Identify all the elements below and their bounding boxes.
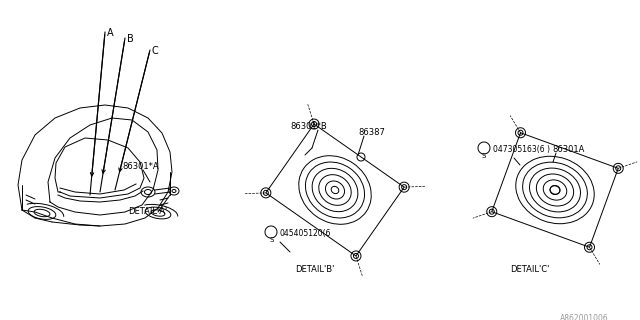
Text: DETAIL'A': DETAIL'A'	[128, 207, 167, 216]
Text: DETAIL'C': DETAIL'C'	[510, 265, 549, 274]
Text: C: C	[152, 46, 159, 56]
Text: A: A	[107, 28, 114, 38]
Text: 86301*A: 86301*A	[122, 162, 159, 171]
Text: 045405120(6: 045405120(6	[280, 229, 332, 238]
Text: 047305163(6 ): 047305163(6 )	[493, 145, 550, 154]
Text: 86387: 86387	[358, 128, 385, 137]
Text: DETAIL'B': DETAIL'B'	[295, 265, 334, 274]
Text: S: S	[482, 153, 486, 159]
Text: B: B	[127, 34, 134, 44]
Text: 86301A: 86301A	[552, 145, 584, 154]
Text: 86301*B: 86301*B	[290, 122, 327, 131]
Text: S: S	[269, 237, 273, 243]
Text: A862001006: A862001006	[560, 314, 609, 320]
